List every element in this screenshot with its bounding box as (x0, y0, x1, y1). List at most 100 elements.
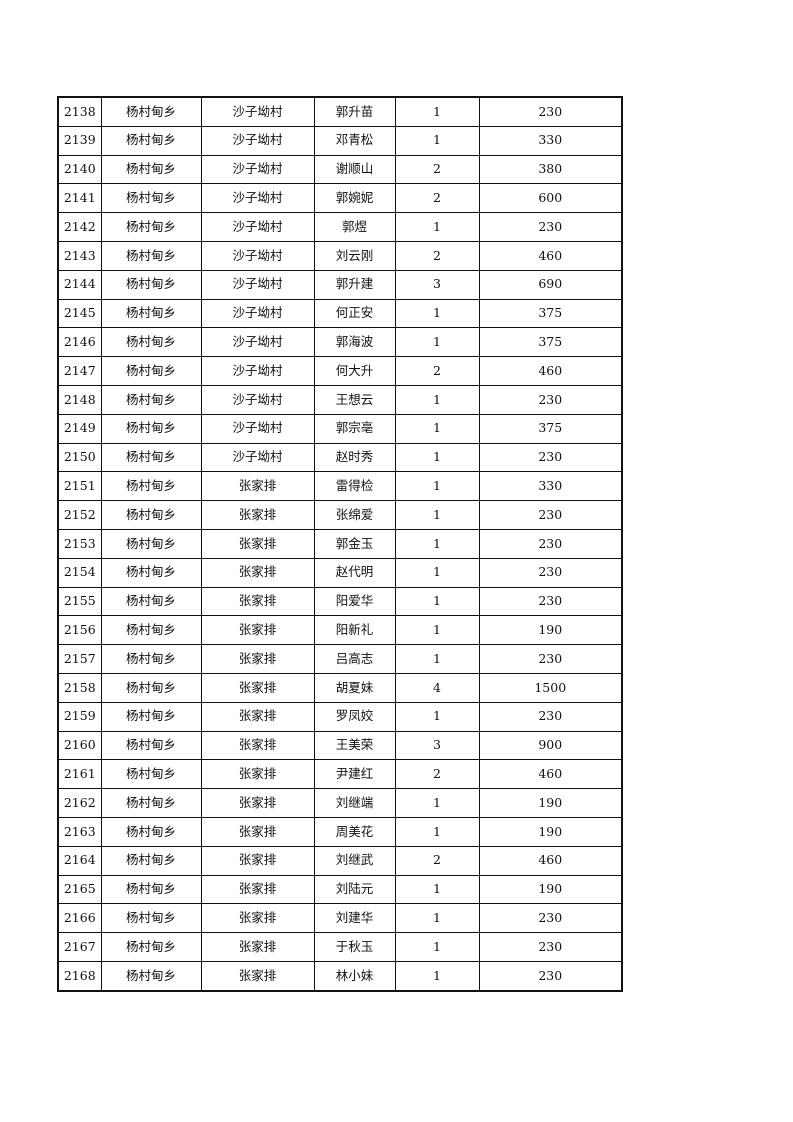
table-row: 2141 杨村甸乡 沙子坳村 郭婉妮 2 600 (57, 183, 623, 214)
township-cell: 杨村甸乡 (100, 932, 202, 962)
household-count-cell: 1 (394, 471, 480, 502)
village-cell: 沙子坳村 (200, 154, 315, 185)
table-row: 2165 杨村甸乡 张家排 刘陆元 1 190 (57, 874, 623, 905)
amount-cell: 230 (478, 384, 623, 415)
row-number-cell: 2164 (57, 845, 102, 876)
person-name-cell: 刘云刚 (313, 240, 396, 271)
amount-cell: 460 (478, 759, 623, 790)
township-cell: 杨村甸乡 (100, 644, 202, 674)
person-name-cell: 周美花 (313, 816, 396, 847)
village-cell: 沙子坳村 (200, 96, 315, 127)
table-row: 2145 杨村甸乡 沙子坳村 何正安 1 375 (57, 298, 623, 329)
row-number-cell: 2143 (57, 240, 102, 271)
amount-cell: 375 (478, 413, 623, 444)
table-row: 2158 杨村甸乡 张家排 胡夏妹 4 1500 (57, 672, 623, 703)
amount-cell: 190 (478, 874, 623, 905)
township-cell: 杨村甸乡 (100, 960, 202, 992)
person-name-cell: 刘继武 (313, 845, 396, 876)
amount-cell: 1500 (478, 672, 623, 703)
village-cell: 张家排 (200, 903, 315, 934)
village-cell: 张家排 (200, 788, 315, 818)
person-name-cell: 郭升建 (313, 269, 396, 300)
household-count-cell: 1 (394, 557, 480, 588)
household-count-cell: 3 (394, 730, 480, 761)
amount-cell: 230 (478, 442, 623, 473)
village-cell: 沙子坳村 (200, 384, 315, 415)
township-cell: 杨村甸乡 (100, 125, 202, 156)
village-cell: 张家排 (200, 500, 315, 530)
township-cell: 杨村甸乡 (100, 788, 202, 818)
household-count-cell: 2 (394, 845, 480, 876)
household-count-cell: 2 (394, 356, 480, 386)
table-row: 2154 杨村甸乡 张家排 赵代明 1 230 (57, 557, 623, 588)
village-cell: 张家排 (200, 644, 315, 674)
amount-cell: 190 (478, 788, 623, 818)
household-count-cell: 1 (394, 701, 480, 732)
person-name-cell: 罗凤姣 (313, 701, 396, 732)
village-cell: 张家排 (200, 845, 315, 876)
person-name-cell: 刘继端 (313, 788, 396, 818)
table-row: 2140 杨村甸乡 沙子坳村 谢顺山 2 380 (57, 154, 623, 185)
village-cell: 张家排 (200, 471, 315, 502)
amount-cell: 230 (478, 701, 623, 732)
household-count-cell: 1 (394, 413, 480, 444)
household-count-cell: 3 (394, 269, 480, 300)
row-number-cell: 2160 (57, 730, 102, 761)
row-number-cell: 2157 (57, 644, 102, 674)
data-table: 2138 杨村甸乡 沙子坳村 郭升苗 1 230 2139 杨村甸乡 沙子坳村 邓青松 1 330 21… (57, 96, 623, 992)
amount-cell: 600 (478, 183, 623, 214)
table-row: 2155 杨村甸乡 张家排 阳爱华 1 230 (57, 586, 623, 617)
row-number-cell: 2138 (57, 96, 102, 127)
household-count-cell: 2 (394, 240, 480, 271)
table-row: 2147 杨村甸乡 沙子坳村 何大升 2 460 (57, 356, 623, 386)
township-cell: 杨村甸乡 (100, 845, 202, 876)
person-name-cell: 尹建红 (313, 759, 396, 790)
village-cell: 张家排 (200, 932, 315, 962)
amount-cell: 460 (478, 240, 623, 271)
township-cell: 杨村甸乡 (100, 327, 202, 358)
amount-cell: 190 (478, 816, 623, 847)
person-name-cell: 郭金玉 (313, 528, 396, 559)
village-cell: 张家排 (200, 615, 315, 646)
table-row: 2148 杨村甸乡 沙子坳村 王想云 1 230 (57, 384, 623, 415)
township-cell: 杨村甸乡 (100, 384, 202, 415)
amount-cell: 375 (478, 298, 623, 329)
household-count-cell: 1 (394, 932, 480, 962)
village-cell: 沙子坳村 (200, 240, 315, 271)
row-number-cell: 2151 (57, 471, 102, 502)
township-cell: 杨村甸乡 (100, 269, 202, 300)
household-count-cell: 1 (394, 212, 480, 242)
table-row: 2152 杨村甸乡 张家排 张绵爱 1 230 (57, 500, 623, 530)
person-name-cell: 何正安 (313, 298, 396, 329)
person-name-cell: 刘建华 (313, 903, 396, 934)
township-cell: 杨村甸乡 (100, 298, 202, 329)
village-cell: 沙子坳村 (200, 125, 315, 156)
township-cell: 杨村甸乡 (100, 672, 202, 703)
township-cell: 杨村甸乡 (100, 874, 202, 905)
row-number-cell: 2147 (57, 356, 102, 386)
table-row: 2164 杨村甸乡 张家排 刘继武 2 460 (57, 845, 623, 876)
table-row: 2138 杨村甸乡 沙子坳村 郭升苗 1 230 (57, 96, 623, 127)
table-row: 2153 杨村甸乡 张家排 郭金玉 1 230 (57, 528, 623, 559)
household-count-cell: 2 (394, 154, 480, 185)
household-count-cell: 2 (394, 759, 480, 790)
amount-cell: 330 (478, 471, 623, 502)
table-row: 2157 杨村甸乡 张家排 吕高志 1 230 (57, 644, 623, 674)
person-name-cell: 胡夏妹 (313, 672, 396, 703)
person-name-cell: 阳爱华 (313, 586, 396, 617)
person-name-cell: 何大升 (313, 356, 396, 386)
row-number-cell: 2148 (57, 384, 102, 415)
household-count-cell: 1 (394, 528, 480, 559)
person-name-cell: 谢顺山 (313, 154, 396, 185)
village-cell: 张家排 (200, 960, 315, 992)
table-row: 2159 杨村甸乡 张家排 罗凤姣 1 230 (57, 701, 623, 732)
row-number-cell: 2145 (57, 298, 102, 329)
person-name-cell: 郭煜 (313, 212, 396, 242)
row-number-cell: 2158 (57, 672, 102, 703)
table-row: 2163 杨村甸乡 张家排 周美花 1 190 (57, 816, 623, 847)
village-cell: 沙子坳村 (200, 413, 315, 444)
village-cell: 沙子坳村 (200, 212, 315, 242)
row-number-cell: 2144 (57, 269, 102, 300)
amount-cell: 230 (478, 960, 623, 992)
person-name-cell: 郭宗亳 (313, 413, 396, 444)
